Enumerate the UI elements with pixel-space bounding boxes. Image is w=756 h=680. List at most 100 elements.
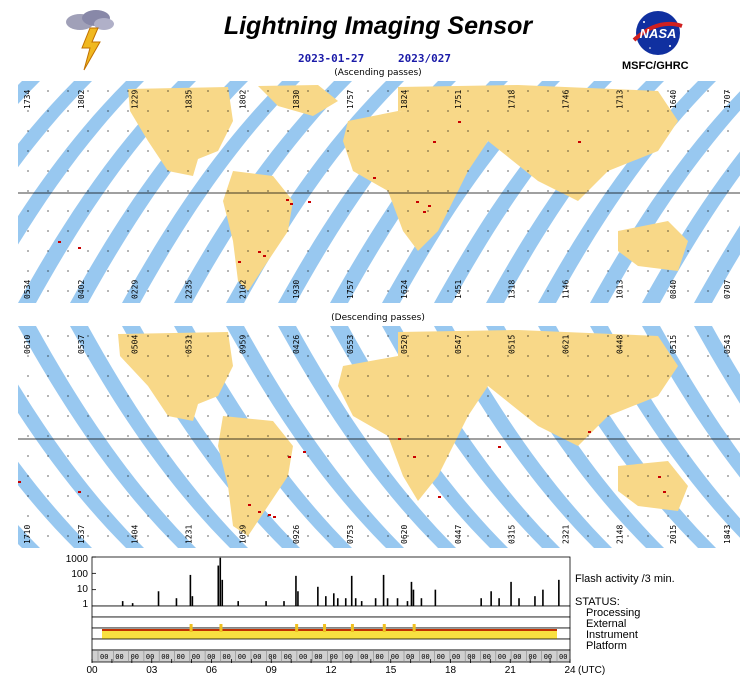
grid-dot bbox=[707, 290, 709, 292]
grid-dot bbox=[507, 375, 509, 377]
grid-dot bbox=[707, 130, 709, 132]
grid-dot bbox=[147, 515, 149, 517]
grid-dot bbox=[327, 455, 329, 457]
grid-dot bbox=[267, 495, 269, 497]
flash-bar bbox=[510, 581, 512, 606]
grid-dot bbox=[287, 355, 289, 357]
grid-dot bbox=[587, 475, 589, 477]
grid-dot bbox=[347, 335, 349, 337]
grid-dot bbox=[47, 170, 49, 172]
grid-dot bbox=[107, 270, 109, 272]
flash-bar bbox=[382, 574, 385, 606]
grid-dot bbox=[407, 475, 409, 477]
grid-dot bbox=[567, 435, 569, 437]
grid-dot bbox=[147, 495, 149, 497]
grid-dot bbox=[227, 395, 229, 397]
grid-dot bbox=[607, 90, 609, 92]
grid-dot bbox=[147, 415, 149, 417]
grid-dot bbox=[287, 230, 289, 232]
grid-dot bbox=[407, 250, 409, 252]
grid-dot bbox=[87, 270, 89, 272]
pass-time-bottom: 0447 bbox=[454, 525, 463, 544]
nasa-logo: NASA bbox=[630, 8, 686, 58]
platform-mark: 00 bbox=[421, 653, 429, 661]
grid-dot bbox=[467, 190, 469, 192]
grid-dot bbox=[607, 475, 609, 477]
grid-dot bbox=[547, 415, 549, 417]
grid-dot bbox=[547, 355, 549, 357]
grid-dot bbox=[707, 190, 709, 192]
grid-dot bbox=[87, 290, 89, 292]
y-tick-100: 100 bbox=[71, 569, 88, 580]
grid-dot bbox=[547, 475, 549, 477]
grid-dot bbox=[367, 150, 369, 152]
orbit-swath bbox=[694, 326, 740, 404]
orbit-swath bbox=[18, 81, 40, 105]
descending-pass-map: 0610 1710 0537 1537 0504 1404 0531 1231 0959 1059… bbox=[18, 326, 740, 548]
pass-time-top: 1751 bbox=[454, 90, 463, 109]
grid-dot bbox=[327, 190, 329, 192]
pass-time-top: 1746 bbox=[561, 90, 570, 109]
lightning-mark bbox=[238, 261, 241, 263]
grid-dot bbox=[567, 355, 569, 357]
grid-dot bbox=[467, 435, 469, 437]
grid-dot bbox=[407, 415, 409, 417]
flash-activity-chart: 00 00 00 00 00 00 00 00 00 00 00 00 00 00 00 00 00 00 00 00… bbox=[91, 556, 571, 663]
grid-dot bbox=[447, 535, 449, 537]
grid-dot bbox=[587, 90, 589, 92]
grid-dot bbox=[167, 250, 169, 252]
grid-dot bbox=[347, 230, 349, 232]
grid-dot bbox=[487, 395, 489, 397]
grid-dot bbox=[207, 250, 209, 252]
pass-time-top: 1734 bbox=[23, 90, 32, 109]
pass-time-top: 1640 bbox=[669, 90, 678, 109]
grid-dot bbox=[447, 515, 449, 517]
grid-dot bbox=[447, 170, 449, 172]
grid-dot bbox=[307, 290, 309, 292]
grid-dot bbox=[487, 415, 489, 417]
grid-dot bbox=[387, 110, 389, 112]
grid-dot bbox=[127, 395, 129, 397]
flash-bar bbox=[325, 596, 327, 606]
pass-time-bottom: 2015 bbox=[669, 525, 678, 544]
grid-dot bbox=[427, 110, 429, 112]
pass-time-bottom: 0840 bbox=[669, 280, 678, 299]
grid-dot bbox=[167, 535, 169, 537]
grid-dot bbox=[607, 270, 609, 272]
grid-dot bbox=[567, 150, 569, 152]
grid-dot bbox=[527, 455, 529, 457]
grid-dot bbox=[147, 455, 149, 457]
grid-dot bbox=[327, 290, 329, 292]
grid-dot bbox=[167, 210, 169, 212]
grid-dot bbox=[607, 130, 609, 132]
grid-dot bbox=[507, 515, 509, 517]
grid-dot bbox=[147, 230, 149, 232]
platform-mark: 00 bbox=[513, 653, 521, 661]
grid-dot bbox=[607, 455, 609, 457]
grid-dot bbox=[47, 535, 49, 537]
x-tick-label: 21 bbox=[504, 665, 516, 676]
pass-time-bottom: 0707 bbox=[723, 280, 732, 299]
grid-dot bbox=[627, 290, 629, 292]
pass-time-bottom: 1757 bbox=[346, 280, 355, 299]
grid-dot bbox=[307, 130, 309, 132]
x-tick-label: 15 bbox=[385, 665, 397, 676]
grid-dot bbox=[47, 435, 49, 437]
grid-dot bbox=[167, 290, 169, 292]
grid-dot bbox=[27, 250, 29, 252]
grid-dot bbox=[87, 435, 89, 437]
grid-dot bbox=[427, 250, 429, 252]
flash-bar bbox=[157, 591, 160, 606]
grid-dot bbox=[447, 435, 449, 437]
lightning-mark bbox=[58, 241, 61, 243]
grid-dot bbox=[47, 375, 49, 377]
grid-dot bbox=[627, 110, 629, 112]
grid-dot bbox=[267, 190, 269, 192]
grid-dot bbox=[347, 150, 349, 152]
grid-dot bbox=[187, 375, 189, 377]
grid-dot bbox=[287, 335, 289, 337]
grid-dot bbox=[727, 355, 729, 357]
grid-dot bbox=[167, 170, 169, 172]
grid-dot bbox=[427, 515, 429, 517]
grid-dot bbox=[447, 495, 449, 497]
